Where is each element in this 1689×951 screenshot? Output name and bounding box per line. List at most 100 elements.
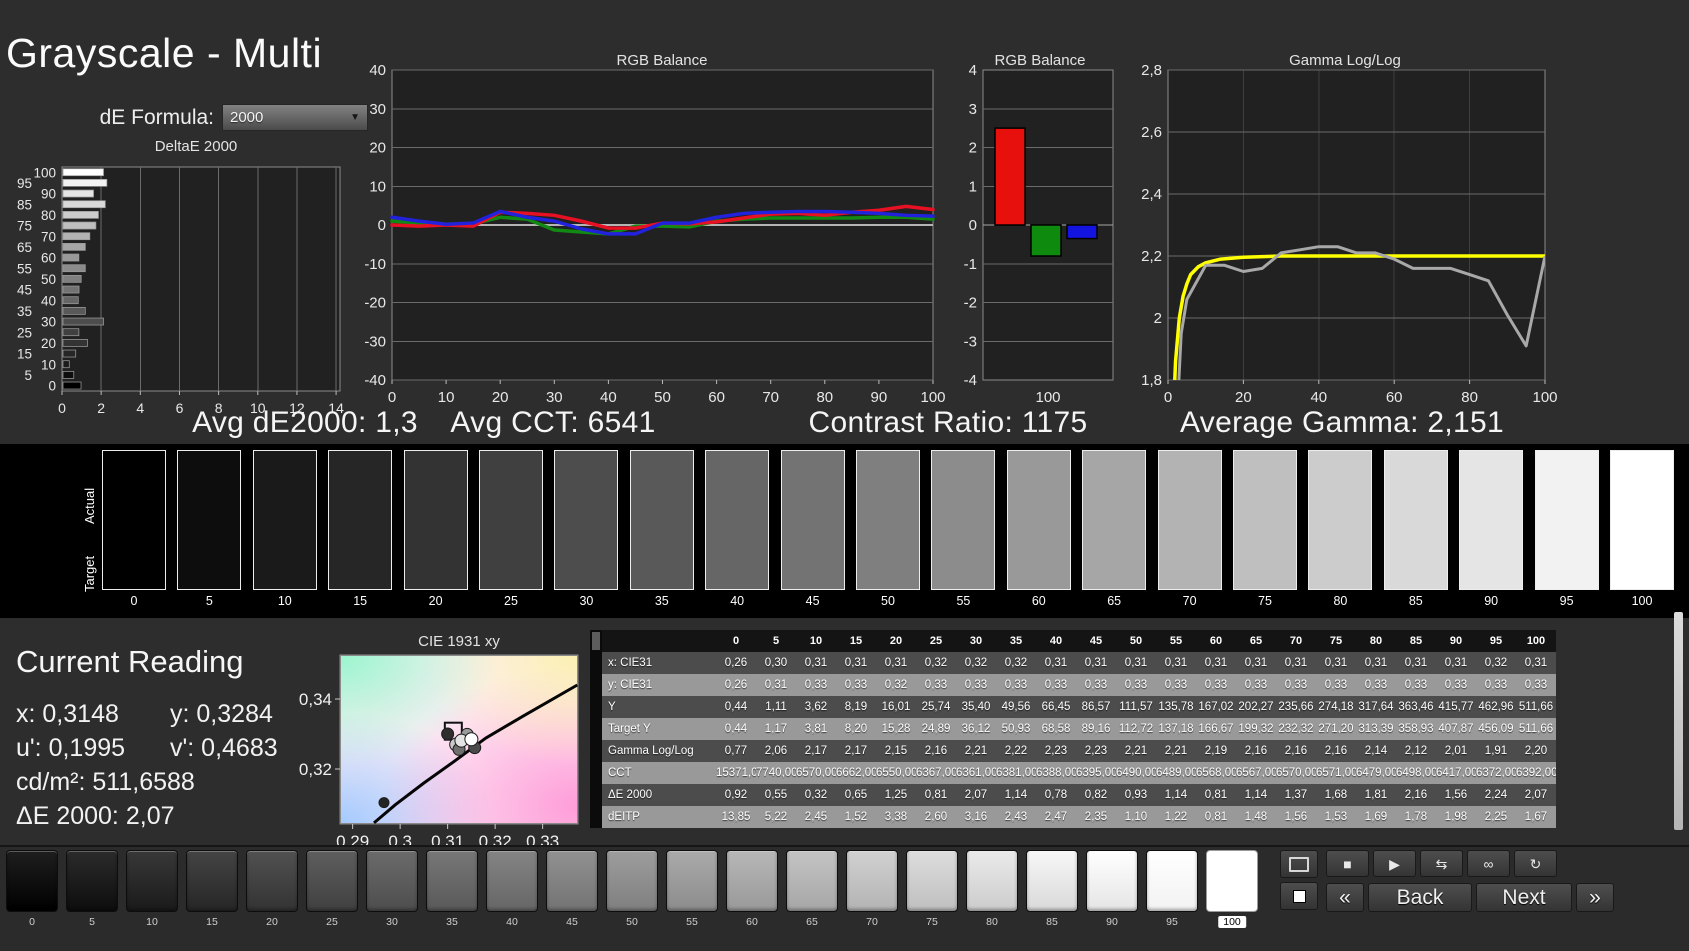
- table-cell: 0,33: [1284, 679, 1308, 691]
- table-column-header: 80: [1369, 635, 1383, 647]
- pattern-swatch-button-25[interactable]: [306, 850, 358, 912]
- table-cell: 6570,00: [796, 767, 836, 779]
- table-cell: 2,47: [1044, 811, 1068, 823]
- de-formula-dropdown[interactable]: 2000 ▼: [222, 104, 368, 131]
- table-cell: 3,62: [804, 701, 828, 713]
- axis-tick-label: 14: [328, 400, 344, 416]
- table-cell: 0,31: [1444, 657, 1468, 669]
- pattern-swatch-button-75[interactable]: [906, 850, 958, 912]
- chevron-down-icon: ▼: [350, 112, 360, 123]
- deltae-bar: [62, 370, 75, 379]
- axis-tick-label: 10: [438, 389, 455, 406]
- pattern-swatch-button-15[interactable]: [186, 850, 238, 912]
- table-cell: 415,77: [1438, 701, 1474, 713]
- table-cell: 6361,00: [956, 767, 996, 779]
- table-cell: 0,65: [844, 789, 868, 801]
- deltae-bar: [62, 253, 80, 262]
- pattern-swatch-button-60[interactable]: [726, 850, 778, 912]
- table-cell: 0,31: [1244, 657, 1268, 669]
- pattern-swatch-button-40[interactable]: [486, 850, 538, 912]
- infinite-button[interactable]: ∞: [1467, 850, 1510, 877]
- next-button[interactable]: Next: [1476, 883, 1572, 912]
- chevrons-right-button[interactable]: »: [1576, 883, 1614, 912]
- axis-tick-label: 12: [289, 400, 305, 416]
- pattern-swatch-button-95[interactable]: [1146, 850, 1198, 912]
- table-cell: 2,23: [1084, 745, 1108, 757]
- table-cell: 271,20: [1318, 723, 1354, 735]
- deltae-bar: [62, 296, 79, 305]
- table-column-header: 95: [1489, 635, 1503, 647]
- table-column-header: 40: [1049, 635, 1063, 647]
- table-cell: 0,33: [1204, 679, 1228, 691]
- table-row: CCT15371,007740,006570,006662,006550,006…: [602, 762, 1556, 784]
- axis-tick-label: -1: [964, 256, 977, 273]
- table-row: Gamma Log/Log 0,77 2,06 2,17 2,17 2,15 2,16 2,2…: [602, 740, 1556, 762]
- deltae-bar: [62, 242, 86, 251]
- axis-tick-label: 100: [1035, 389, 1060, 406]
- pattern-swatch-button-80[interactable]: [966, 850, 1018, 912]
- table-cell: 24,89: [921, 723, 951, 735]
- back-button[interactable]: Back: [1368, 883, 1472, 912]
- axis-tick-label: 1: [969, 178, 977, 195]
- pattern-swatch-button-65[interactable]: [786, 850, 838, 912]
- table-cell: 2,17: [844, 745, 868, 757]
- pattern-swatch-button-0[interactable]: [6, 850, 58, 912]
- table-cell: 6381,00: [996, 767, 1036, 779]
- table-cell: 0,31: [1124, 657, 1148, 669]
- table-cell: 0,31: [1364, 657, 1388, 669]
- axis-tick-label: 20: [369, 140, 386, 157]
- axis-tick-label: -30: [364, 333, 386, 350]
- table-cell: 2,60: [924, 811, 948, 823]
- axis-tick-label: 80: [1461, 389, 1478, 406]
- pattern-swatch-button-90[interactable]: [1086, 850, 1138, 912]
- step-button[interactable]: ⇆: [1420, 850, 1463, 877]
- table-cell: 0,44: [724, 701, 748, 713]
- pattern-swatch-label: 55: [686, 916, 698, 928]
- table-cell: 2,19: [1204, 745, 1228, 757]
- vertical-scrollbar[interactable]: [1674, 612, 1683, 830]
- pattern-window-button[interactable]: [1280, 850, 1318, 878]
- average-gamma-summary: Average Gamma: 2,151: [1180, 406, 1504, 439]
- stop-button[interactable]: ■: [1326, 850, 1369, 877]
- cie-diagram: 0,29 0,3 0,31 0,32 0,330,340,32: [299, 654, 579, 851]
- pattern-swatch-button-35[interactable]: [426, 850, 478, 912]
- pattern-swatch-button-55[interactable]: [666, 850, 718, 912]
- pattern-control-bar: 0 5 10 15 20 25 30 35 40 45 50 55 60 65 70 75 80 85 90 95 10…: [0, 845, 1689, 951]
- table-column-header: 60: [1209, 635, 1223, 647]
- pattern-swatch-button-5[interactable]: [66, 850, 118, 912]
- axis-tick-label: 5: [24, 368, 32, 383]
- deltae-bar: [62, 381, 82, 390]
- pattern-swatch-button-10[interactable]: [126, 850, 178, 912]
- table-cell: 0,32: [884, 679, 908, 691]
- grayscale-swatch-label: 90: [1484, 594, 1499, 608]
- pattern-swatch-button-50[interactable]: [606, 850, 658, 912]
- grayscale-swatch-30: [554, 450, 619, 590]
- table-cell: 6571,00: [1316, 767, 1356, 779]
- chevrons-left-button[interactable]: «: [1326, 883, 1364, 912]
- table-cell: 1,98: [1444, 811, 1468, 823]
- rgb-balance-bar-title: RGB Balance: [994, 52, 1086, 69]
- pattern-swatch-button-70[interactable]: [846, 850, 898, 912]
- axis-tick-label: 30: [546, 389, 563, 406]
- infinite-icon: ∞: [1483, 855, 1494, 872]
- table-cell: 313,39: [1358, 723, 1394, 735]
- pattern-swatch-button-30[interactable]: [366, 850, 418, 912]
- table-cell: 111,57: [1119, 701, 1153, 713]
- grayscale-swatch-0: [102, 450, 166, 590]
- table-cell: 6392,00: [1516, 767, 1556, 779]
- pattern-swatch-button-20[interactable]: [246, 850, 298, 912]
- pattern-swatch-button-85[interactable]: [1026, 850, 1078, 912]
- pattern-swatch-button-45[interactable]: [546, 850, 598, 912]
- axis-tick-label: 25: [17, 325, 32, 340]
- grayscale-swatch-80: [1308, 450, 1373, 590]
- pattern-swatch-button-100[interactable]: [1206, 850, 1258, 912]
- avg-cct-summary: Avg CCT: 6541: [450, 406, 656, 439]
- play-button[interactable]: ▶: [1373, 850, 1416, 877]
- table-cell: 1,69: [1364, 811, 1388, 823]
- loop-button[interactable]: ↻: [1514, 850, 1557, 877]
- grayscale-swatch-100: [1610, 450, 1674, 590]
- table-row-label: x: CIE31: [608, 657, 653, 669]
- rgb-line-blue: [390, 209, 935, 236]
- pattern-field-button[interactable]: [1280, 882, 1318, 910]
- table-cell: 2,21: [1124, 745, 1148, 757]
